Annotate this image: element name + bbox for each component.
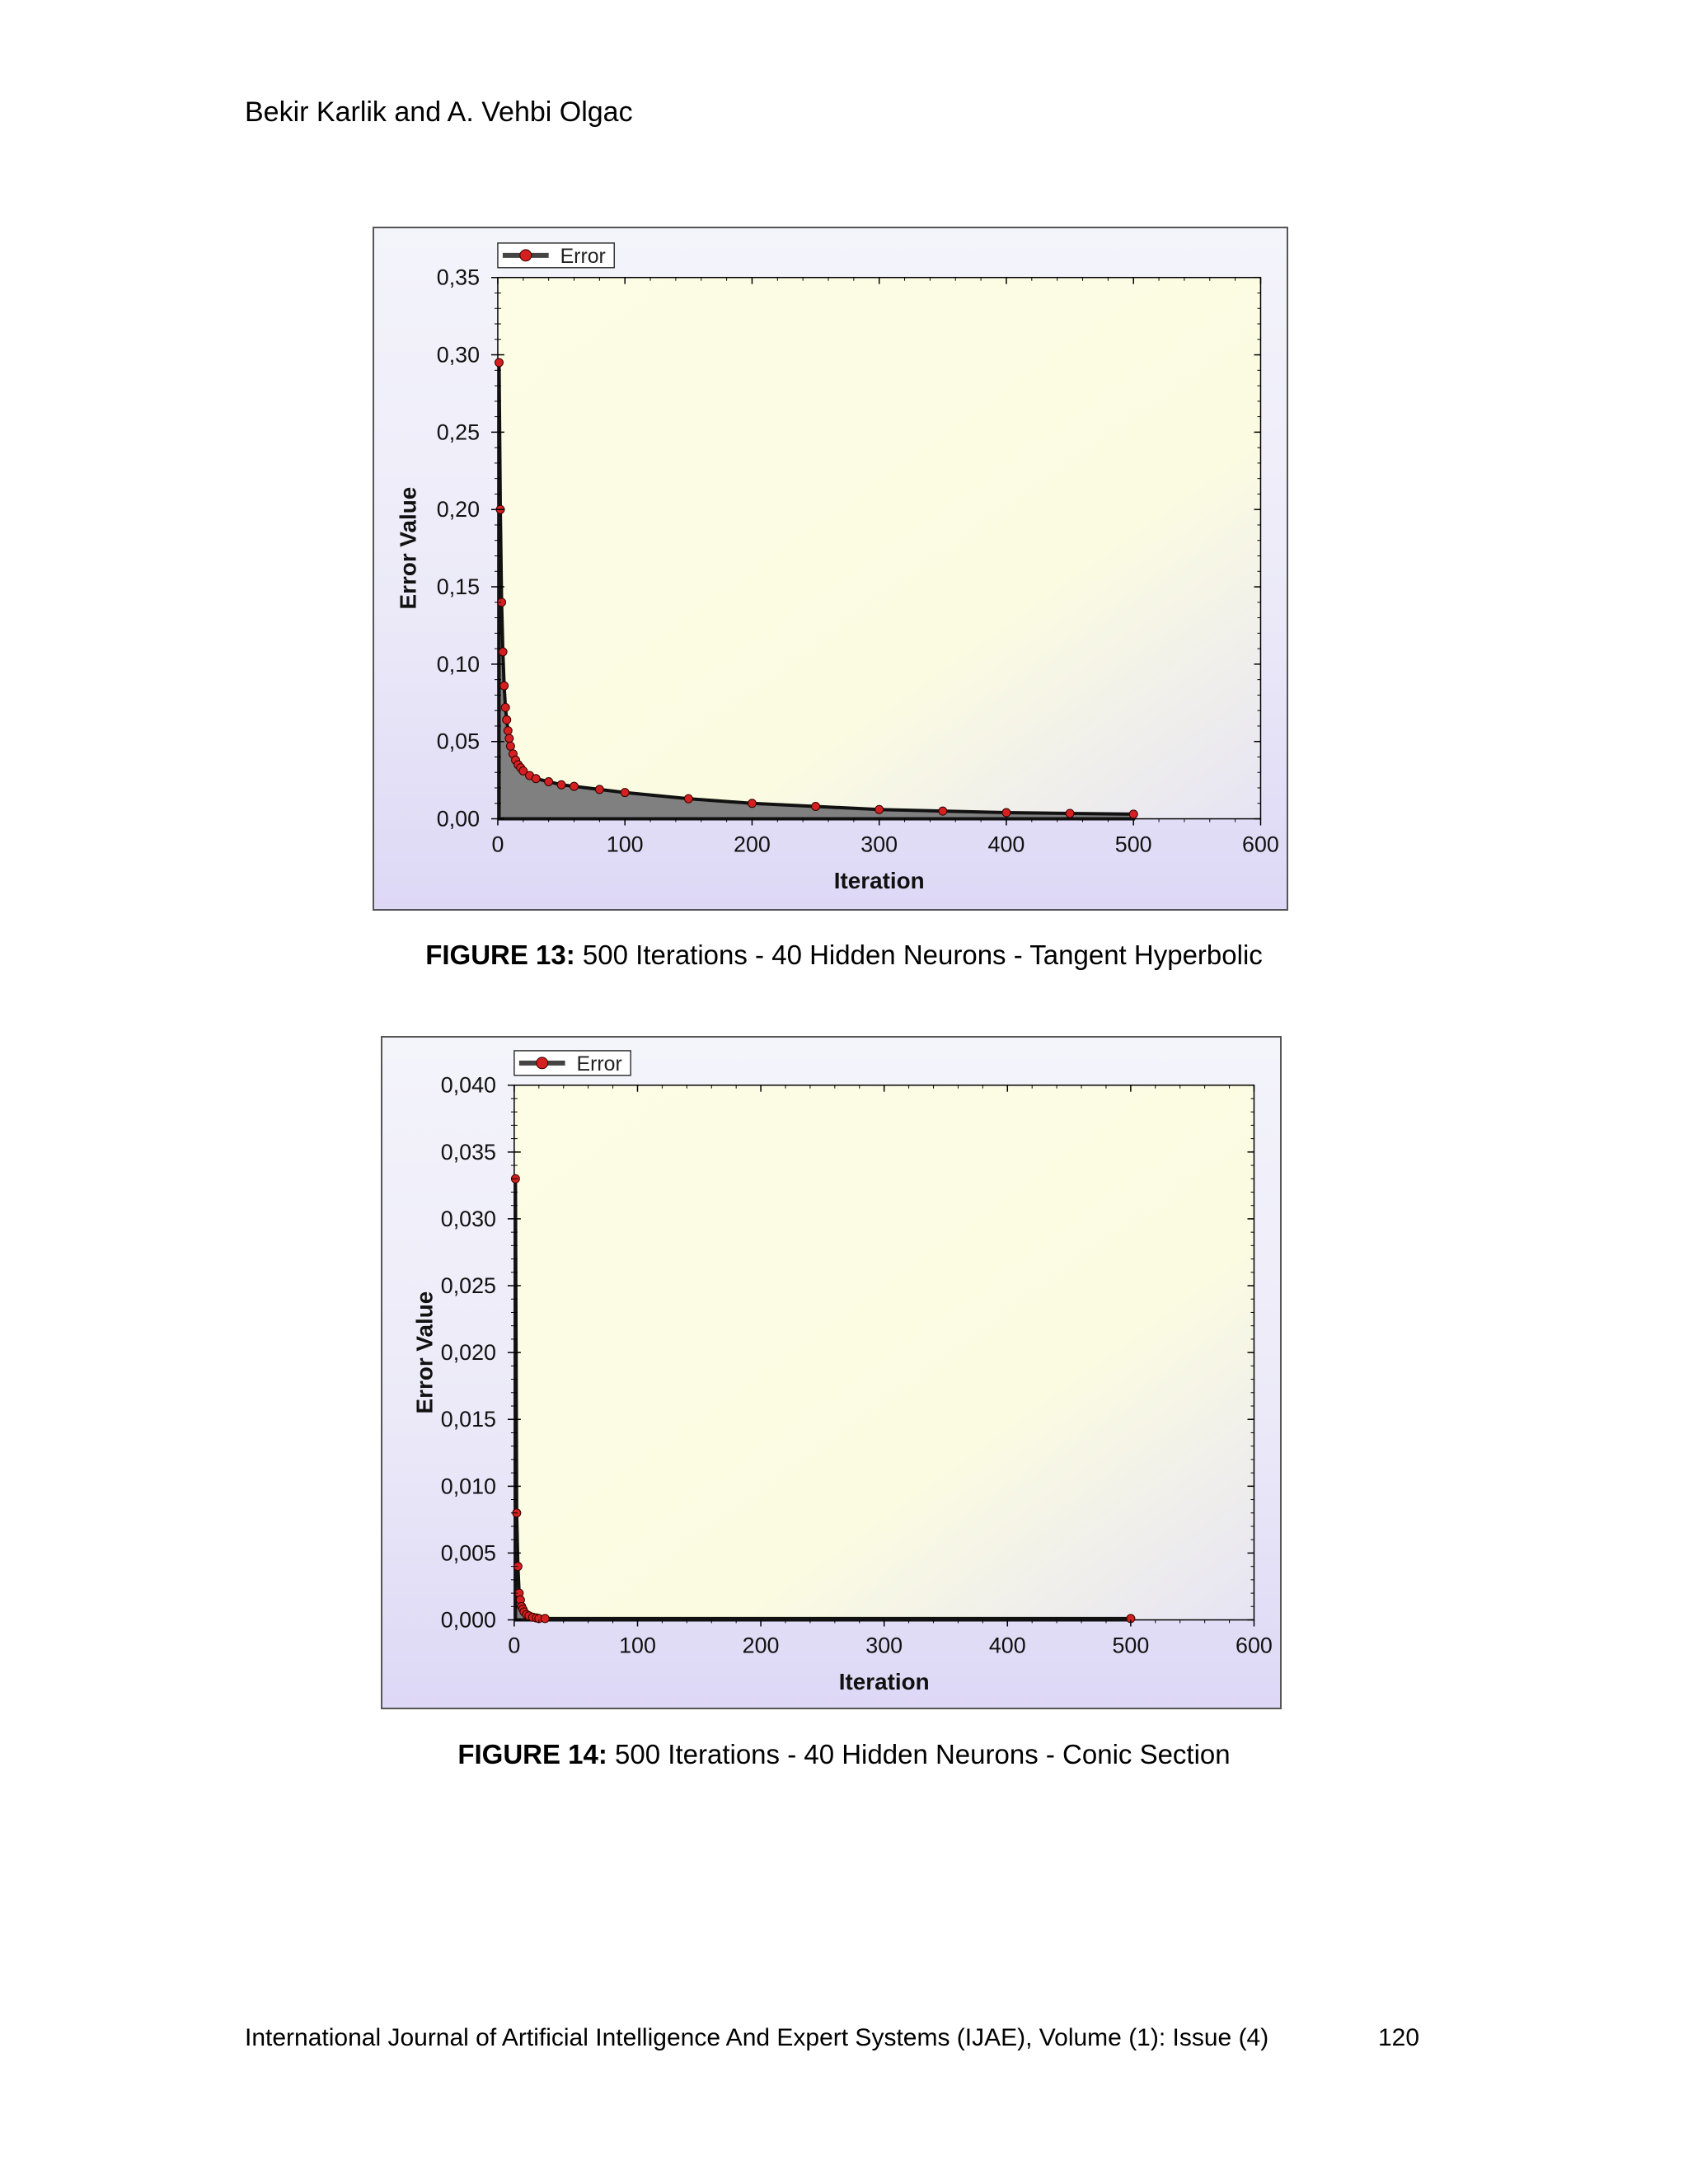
fig13-x-tick-label: 200: [734, 832, 771, 856]
fig13-point: [495, 358, 504, 368]
fig14-x-tick-label: 0: [508, 1633, 520, 1657]
fig13-point: [556, 780, 566, 790]
fig13-point: [500, 702, 510, 712]
fig13-y-tick-label: 0,20: [437, 497, 480, 522]
fig13-point: [570, 781, 579, 791]
fig13-y-tick-label: 0,30: [437, 342, 480, 367]
fig14-y-tick-label: 0,035: [441, 1140, 496, 1165]
figure-14-chart: 0 100 200 300 400 500 600 0,000 0,005 0,010 0,015 0…: [381, 1036, 1282, 1709]
fig13-y-tick-label: 0,10: [437, 652, 480, 677]
fig13-point: [938, 806, 948, 816]
fig13-point: [620, 788, 630, 798]
figure-13-caption-text: 500 Iterations - 40 Hidden Neurons - Tan…: [574, 940, 1263, 970]
fig13-point: [544, 777, 554, 786]
figure-14-caption-label: FIGURE 14:: [457, 1739, 607, 1769]
figure-13-chart: 0 100 200 300 400 500 600 0,00 0,05 0,10 0,15 0,20 0…: [373, 227, 1288, 911]
fig14-x-tick-label: 200: [743, 1633, 780, 1657]
fig14-plot-area: [513, 1084, 1255, 1621]
fig13-y-axis-label: Error Value: [395, 487, 420, 610]
fig14-y-tick-label: 0,005: [441, 1540, 496, 1565]
fig13-point: [505, 741, 515, 751]
figure-14-caption-text: 500 Iterations - 40 Hidden Neurons - Con…: [607, 1739, 1231, 1769]
fig13-point: [811, 802, 821, 811]
fig14-y-tick-label: 0,020: [441, 1340, 496, 1365]
fig13-y-tick-label: 0,25: [437, 419, 480, 444]
fig13-point: [594, 785, 604, 794]
fig13-x-axis-label: Iteration: [834, 868, 925, 893]
fig13-x-tick-label: 0: [491, 832, 504, 856]
running-head-authors: Bekir Karlik and A. Vehbi Olgac: [245, 96, 633, 128]
fig13-point: [531, 774, 541, 784]
fig13-x-tick-label: 400: [988, 832, 1025, 856]
fig13-point: [1001, 808, 1011, 818]
fig14-y-tick-label: 0,025: [441, 1273, 496, 1298]
fig14-x-axis-label: Iteration: [839, 1669, 930, 1694]
fig13-y-tick-label: 0,35: [437, 265, 480, 290]
footer-page-number: 120: [1378, 2024, 1420, 2051]
fig13-point: [498, 647, 508, 657]
fig14-y-tick-label: 0,030: [441, 1207, 496, 1231]
fig13-point: [504, 733, 514, 743]
fig14-x-tick-label: 500: [1112, 1633, 1149, 1657]
fig14-y-tick-label: 0,015: [441, 1407, 496, 1432]
fig13-y-tick-label: 0,15: [437, 574, 480, 599]
fig13-point: [499, 681, 509, 691]
fig14-x-tick-label: 600: [1236, 1633, 1273, 1657]
fig13-point: [503, 726, 513, 736]
fig13-point: [874, 804, 884, 814]
footer-journal: International Journal of Artificial Inte…: [245, 2024, 1269, 2051]
fig13-x-tick-label: 600: [1242, 832, 1279, 856]
fig14-y-tick-label: 0,000: [441, 1607, 496, 1632]
figure-13-chart-svg: 0 100 200 300 400 500 600 0,00 0,05 0,10 0,15 0,20 0…: [395, 242, 1279, 893]
fig13-x-tick-label: 300: [860, 832, 898, 856]
fig13-point: [683, 794, 693, 804]
fig14-point: [540, 1614, 550, 1624]
fig13-point: [747, 799, 757, 808]
fig13-legend-marker: [519, 249, 532, 262]
figure-13-caption-label: FIGURE 13:: [425, 940, 575, 970]
fig14-x-tick-label: 300: [865, 1633, 903, 1657]
fig13-y-tick-label: 0,00: [437, 806, 480, 831]
fig13-y-tick-label: 0,05: [437, 729, 480, 754]
fig13-point: [502, 715, 512, 724]
fig13-x-tick-label: 500: [1115, 832, 1152, 856]
fig13-point: [1065, 808, 1075, 818]
fig14-y-tick-label: 0,010: [441, 1474, 496, 1498]
fig14-y-tick-label: 0,040: [441, 1073, 496, 1098]
figure-13-caption: FIGURE 13: 500 Iterations - 40 Hidden Ne…: [0, 940, 1688, 971]
fig13-legend-label: Error: [560, 245, 606, 268]
fig13-plot-area: [497, 276, 1262, 820]
fig13-x-tick-label: 100: [607, 832, 644, 856]
fig14-legend-label: Error: [577, 1052, 622, 1076]
figure-14-caption: FIGURE 14: 500 Iterations - 40 Hidden Ne…: [0, 1739, 1688, 1770]
fig14-x-tick-label: 400: [989, 1633, 1026, 1657]
fig14-legend-marker: [536, 1057, 549, 1070]
fig14-y-axis-label: Error Value: [411, 1291, 437, 1414]
fig14-x-tick-label: 100: [619, 1633, 656, 1657]
fig13-point: [518, 766, 528, 776]
figure-14-chart-svg: 0 100 200 300 400 500 600 0,000 0,005 0,010 0,015 0…: [411, 1050, 1273, 1694]
fig13-point: [1128, 809, 1138, 819]
